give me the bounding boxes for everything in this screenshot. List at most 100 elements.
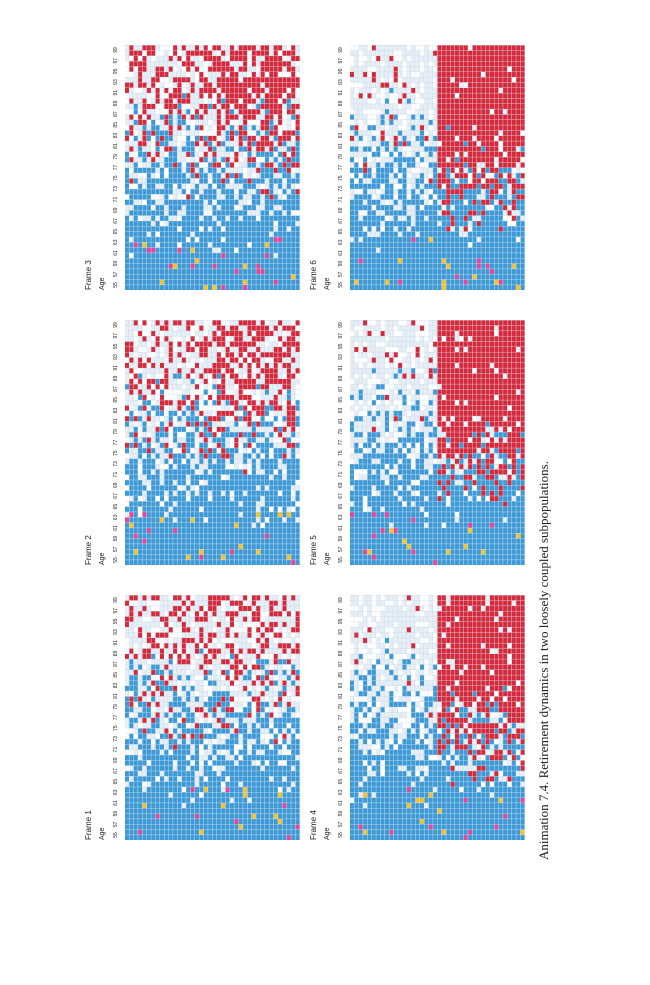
- cell: [195, 522, 199, 528]
- cell: [278, 824, 283, 830]
- cell: [181, 744, 186, 750]
- cell: [155, 744, 160, 750]
- cell: [273, 517, 278, 523]
- cell: [155, 341, 160, 347]
- cell: [142, 728, 147, 734]
- cell: [238, 765, 243, 771]
- cell: [286, 109, 291, 115]
- cell: [230, 469, 234, 475]
- cell: [230, 253, 234, 259]
- cell: [177, 341, 182, 347]
- cell: [133, 533, 138, 539]
- cell: [208, 146, 213, 152]
- cell: [286, 643, 291, 649]
- cell: [291, 263, 296, 269]
- cell: [186, 205, 191, 211]
- cell: [260, 77, 265, 83]
- cell: [415, 760, 420, 766]
- cell: [129, 458, 134, 464]
- cell: [186, 263, 191, 269]
- cell: [282, 167, 287, 173]
- cell: [199, 749, 204, 755]
- cell: [216, 819, 221, 825]
- cell: [125, 226, 129, 232]
- cell: [295, 781, 300, 787]
- cell: [251, 448, 256, 454]
- cell: [230, 803, 234, 809]
- cell: [411, 819, 416, 825]
- cell: [295, 157, 300, 163]
- cell: [291, 341, 296, 347]
- cell: [243, 66, 248, 72]
- cell: [125, 189, 129, 195]
- cell: [265, 506, 269, 512]
- cell: [411, 824, 416, 830]
- cell: [177, 528, 182, 534]
- cell: [177, 119, 182, 125]
- cell: [181, 237, 186, 243]
- cell: [160, 347, 164, 352]
- cell: [160, 691, 164, 697]
- cell: [177, 632, 182, 638]
- cell: [269, 723, 274, 729]
- cell: [146, 93, 151, 99]
- cell: [251, 733, 256, 739]
- cell: [146, 522, 151, 528]
- age-tick: 57: [113, 546, 119, 552]
- cell: [256, 363, 261, 368]
- cell: [177, 522, 182, 528]
- cell: [247, 114, 252, 120]
- cell: [251, 648, 256, 654]
- cell: [251, 363, 256, 368]
- cell: [459, 803, 464, 809]
- age-tick: 77: [338, 715, 344, 721]
- cell: [168, 797, 173, 803]
- cell: [125, 93, 129, 99]
- cell: [278, 787, 283, 793]
- cell: [291, 210, 296, 216]
- cell: [225, 696, 230, 702]
- cell: [155, 797, 160, 803]
- cell: [494, 829, 499, 835]
- cell: [186, 189, 191, 195]
- cell: [129, 285, 134, 290]
- cell: [230, 669, 234, 675]
- cell: [243, 797, 248, 803]
- age-tick: 57: [113, 821, 119, 827]
- cell: [125, 501, 129, 507]
- cell: [402, 755, 407, 761]
- cell: [354, 829, 359, 835]
- cell: [142, 808, 147, 814]
- cell: [278, 119, 283, 125]
- cell: [402, 819, 407, 825]
- cell: [151, 258, 156, 264]
- cell: [168, 285, 173, 290]
- cell: [199, 237, 204, 243]
- cell: [155, 528, 160, 534]
- cell: [260, 755, 265, 761]
- cell: [142, 632, 147, 638]
- cell: [291, 135, 296, 141]
- cell: [282, 352, 287, 358]
- cell: [256, 496, 261, 502]
- cell: [269, 72, 274, 77]
- cell: [234, 173, 239, 179]
- cell: [282, 194, 287, 200]
- cell: [238, 760, 243, 766]
- cell: [151, 680, 156, 686]
- cell: [234, 146, 239, 152]
- cell: [260, 242, 265, 248]
- cell: [199, 819, 204, 825]
- cell: [146, 269, 151, 275]
- cell: [212, 61, 217, 67]
- cell: [278, 528, 283, 534]
- cell: [203, 560, 208, 565]
- cell: [398, 744, 403, 750]
- cell: [291, 151, 296, 157]
- cell: [243, 77, 248, 83]
- cell: [142, 66, 147, 72]
- cell: [260, 760, 265, 766]
- cell: [186, 728, 191, 734]
- cell: [286, 522, 291, 528]
- cell: [168, 221, 173, 227]
